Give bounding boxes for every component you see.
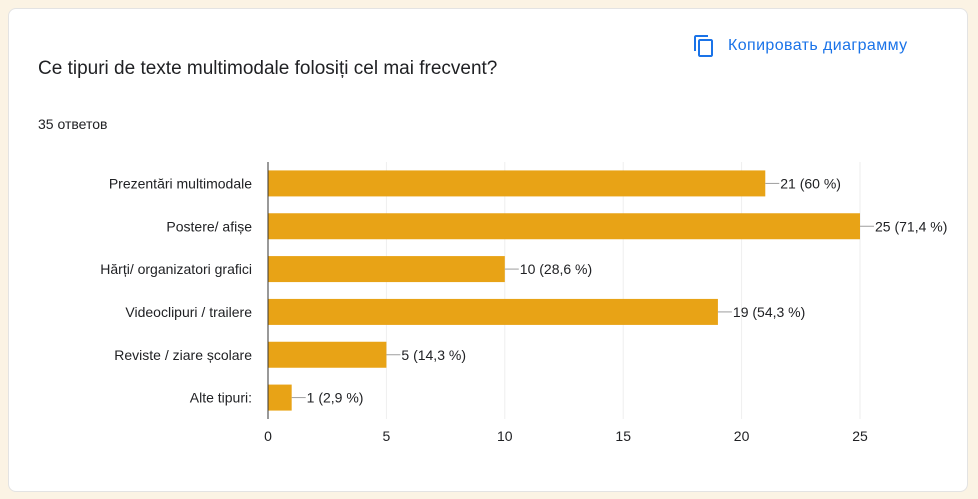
category-label: Videoclipuri / trailere <box>125 304 252 320</box>
bar <box>268 341 387 368</box>
x-tick-label: 25 <box>852 428 868 444</box>
category-label: Postere/ afișe <box>166 218 252 234</box>
bar <box>268 298 718 325</box>
category-label: Alte tipuri: <box>190 390 252 406</box>
value-label: 21 (60 %) <box>780 175 841 191</box>
x-tick-label: 10 <box>497 428 513 444</box>
bar <box>268 170 766 197</box>
category-label: Hărți/ organizatori grafici <box>100 261 252 277</box>
bar <box>268 384 292 411</box>
x-tick-label: 20 <box>734 428 750 444</box>
value-label: 10 (28,6 %) <box>520 261 592 277</box>
response-count: 35 ответов <box>38 116 108 132</box>
chart-card <box>8 8 968 492</box>
copy-chart-button[interactable]: Копировать диаграмму <box>692 30 908 62</box>
value-label: 5 (14,3 %) <box>401 347 466 363</box>
category-label: Prezentări multimodale <box>109 175 252 191</box>
value-label: 19 (54,3 %) <box>733 304 805 320</box>
copy-icon <box>694 35 713 57</box>
x-tick-label: 0 <box>264 428 272 444</box>
value-label: 1 (2,9 %) <box>307 390 364 406</box>
copy-chart-label: Копировать диаграмму <box>728 37 908 54</box>
question-title: Ce tipuri de texte multimodale folosiți … <box>38 58 498 79</box>
category-label: Reviste / ziare școlare <box>114 347 252 363</box>
bar <box>268 213 860 240</box>
x-tick-label: 15 <box>615 428 631 444</box>
value-label: 25 (71,4 %) <box>875 218 947 234</box>
bar <box>268 256 505 283</box>
x-tick-label: 5 <box>383 428 391 444</box>
